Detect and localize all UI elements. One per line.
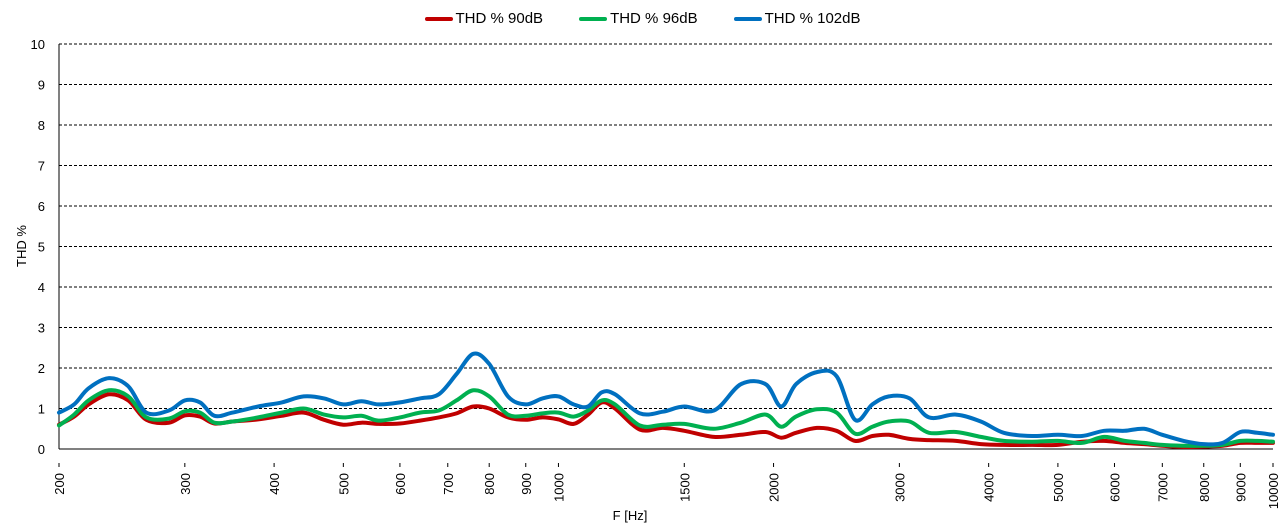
x-tick-label-2000: 2000 (767, 473, 782, 502)
x-tick-label-6000: 6000 (1107, 473, 1122, 502)
x-tick-label-700: 700 (441, 473, 456, 495)
x-axis-label: F [Hz] (613, 508, 648, 523)
y-tick-label-9: 9 (38, 78, 45, 93)
x-tick-label-300: 300 (178, 473, 193, 495)
x-tick-label-8000: 8000 (1197, 473, 1212, 502)
x-tick-label-1000: 1000 (551, 473, 566, 502)
y-tick-label-2: 2 (38, 361, 45, 376)
y-tick-label-10: 10 (31, 37, 45, 52)
legend-swatch-102db (733, 16, 762, 21)
y-tick-label-7: 7 (38, 159, 45, 174)
y-tick-label-4: 4 (38, 280, 45, 295)
x-tick-label-800: 800 (482, 473, 497, 495)
legend-swatch-96db (579, 16, 608, 21)
x-tick-label-200: 200 (52, 473, 67, 495)
series-line-96db (57, 388, 1275, 448)
legend: THD % 90dB THD % 96dB THD % 102dB (0, 10, 1285, 27)
y-tick-labels: 0 1 2 3 4 5 6 7 8 9 10 (31, 37, 45, 457)
series-lines (57, 351, 1275, 450)
legend-label-90db: THD % 90dB (455, 10, 544, 27)
legend-item-102db[interactable]: THD % 102dB (733, 10, 861, 27)
x-tick-label-600: 600 (393, 473, 408, 495)
y-tick-label-6: 6 (38, 199, 45, 214)
x-tick-label-9000: 9000 (1233, 473, 1248, 502)
series-line-102db (57, 351, 1275, 447)
y-tick-label-0: 0 (38, 442, 45, 457)
grid-lines (58, 43, 1273, 450)
x-tick-label-3000: 3000 (892, 473, 907, 502)
x-tick-label-4000: 4000 (982, 473, 997, 502)
x-tick-label-10000: 10000 (1266, 473, 1281, 509)
y-tick-label-3: 3 (38, 321, 45, 336)
y-tick-label-1: 1 (38, 402, 45, 417)
y-tick-label-8: 8 (38, 118, 45, 133)
x-tick-label-5000: 5000 (1051, 473, 1066, 502)
x-tick-labels: 200 300 400 500 600 700 800 900 1000 1500 2000 3000… (52, 463, 1281, 509)
legend-label-96db: THD % 96dB (610, 10, 698, 27)
x-tick-label-7000: 7000 (1155, 473, 1170, 502)
x-tick-label-400: 400 (267, 473, 282, 495)
legend-item-90db[interactable]: THD % 90dB (424, 10, 544, 27)
x-tick-label-500: 500 (336, 473, 351, 495)
x-tick-label-1500: 1500 (677, 473, 692, 502)
legend-item-96db[interactable]: THD % 96dB (579, 10, 698, 27)
y-tick-label-5: 5 (38, 240, 45, 255)
legend-label-102db: THD % 102dB (764, 10, 861, 27)
x-tick-label-900: 900 (519, 473, 534, 495)
y-axis-label: THD % (14, 225, 29, 267)
legend-swatch-90db (424, 16, 453, 21)
